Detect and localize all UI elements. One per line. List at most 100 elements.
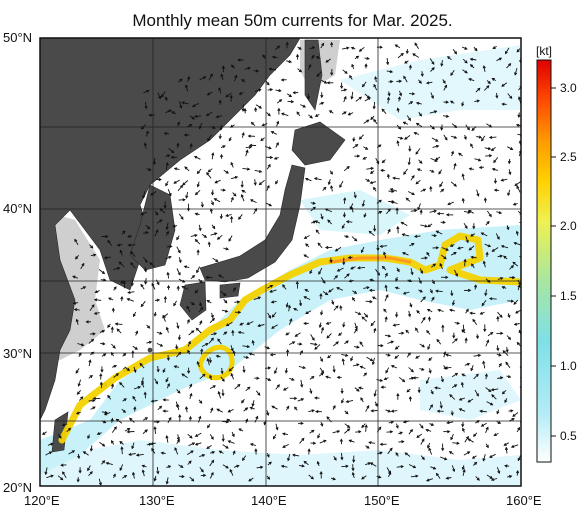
current-arrow-head (464, 225, 468, 229)
current-arrow-head (490, 331, 494, 335)
current-arrow-head (188, 415, 192, 420)
current-arrow (113, 373, 119, 378)
current-arrow-head (327, 181, 331, 186)
current-arrow-head (422, 316, 426, 321)
current-arrow-head (249, 199, 254, 203)
current-arrow (195, 432, 202, 437)
current-arrow-head (435, 289, 439, 293)
current-arrow-head (388, 471, 392, 475)
current-arrow-head (168, 416, 172, 421)
current-arrow (136, 453, 144, 456)
current-arrow-head (116, 243, 121, 247)
current-arrow-head (449, 394, 453, 398)
current-arrow-head (144, 429, 148, 433)
current-arrow-head (194, 233, 198, 238)
current-arrow (271, 312, 277, 318)
current-arrow-head (206, 92, 210, 96)
current-arrow (242, 345, 250, 348)
current-arrow (365, 405, 370, 412)
current-arrow-head (140, 303, 144, 308)
current-arrow-head (470, 255, 474, 259)
current-arrow (465, 124, 470, 131)
current-arrow-head (497, 421, 502, 424)
current-arrow (74, 239, 79, 246)
current-arrow-head (300, 398, 305, 402)
current-arrow (129, 453, 136, 456)
current-arrow (234, 384, 241, 390)
current-arrow-head (439, 262, 443, 267)
current-arrow-head (89, 448, 93, 452)
current-arrow (375, 269, 380, 276)
current-arrow (391, 365, 398, 369)
current-arrow-head (196, 184, 200, 188)
current-arrow-head (227, 409, 231, 413)
current-arrow-head (99, 381, 103, 385)
current-arrow-head (318, 271, 322, 275)
current-arrow-head (112, 473, 116, 477)
current-arrow-head (270, 131, 274, 134)
current-arrow-head (435, 230, 439, 234)
current-arrow-head (243, 107, 247, 112)
current-arrow-head (281, 432, 286, 436)
current-arrow-head (413, 209, 418, 213)
current-arrow (514, 67, 518, 75)
current-arrow-head (385, 294, 389, 298)
current-arrow-head (336, 268, 341, 272)
current-arrow-head (505, 349, 509, 353)
current-arrow (332, 430, 340, 434)
current-arrow-head (141, 381, 145, 386)
current-arrow-head (394, 355, 398, 359)
current-arrow-head (400, 221, 404, 225)
current-arrow-head (376, 247, 380, 252)
current-arrow (414, 42, 419, 50)
current-arrow-head (345, 220, 350, 224)
current-arrow-head (516, 185, 520, 189)
current-arrow (505, 447, 508, 454)
current-arrow-head (200, 469, 204, 473)
current-arrow (463, 451, 470, 456)
current-arrow-head (196, 170, 200, 175)
current-arrow-head (230, 215, 234, 220)
current-arrow-head (123, 474, 128, 478)
current-arrow-head (144, 259, 148, 263)
current-arrow-head (81, 343, 85, 347)
current-arrow-head (214, 232, 218, 236)
current-arrow-head (357, 266, 361, 270)
current-arrow (45, 451, 52, 456)
current-arrow-head (327, 219, 331, 223)
current-arrow-head (144, 106, 148, 110)
current-arrow-head (156, 369, 160, 373)
current-arrow (288, 341, 295, 346)
current-arrow-head (351, 63, 355, 68)
current-arrow-head (347, 428, 351, 432)
current-arrow (386, 467, 391, 474)
current-arrow (256, 466, 263, 469)
current-arrow-head (257, 324, 261, 328)
current-arrow-head (232, 350, 236, 354)
current-arrow-head (522, 257, 525, 259)
current-arrow-head (371, 296, 376, 300)
current-arrow-head (432, 263, 437, 267)
current-arrow-head (155, 212, 159, 216)
current-arrow-head (332, 477, 337, 481)
current-arrow (481, 422, 487, 427)
current-arrow-head (323, 186, 327, 190)
current-arrow-head (166, 357, 170, 362)
current-arrow-head (436, 409, 441, 413)
current-arrow-head (251, 339, 255, 344)
current-arrow-head (514, 183, 518, 187)
current-arrow-head (345, 464, 349, 468)
current-arrow-head (300, 421, 304, 425)
current-arrow-head (144, 417, 149, 421)
current-arrow (341, 353, 348, 357)
current-arrow-head (248, 145, 253, 149)
current-arrow-head (230, 196, 234, 201)
current-arrow-head (490, 148, 495, 152)
current-arrow-head (275, 427, 279, 431)
current-arrow-head (153, 313, 157, 317)
current-arrow-head (236, 300, 241, 304)
current-arrow-head (166, 271, 170, 276)
current-arrow-head (433, 209, 438, 213)
current-arrow (316, 71, 322, 77)
current-arrow-head (258, 169, 263, 173)
